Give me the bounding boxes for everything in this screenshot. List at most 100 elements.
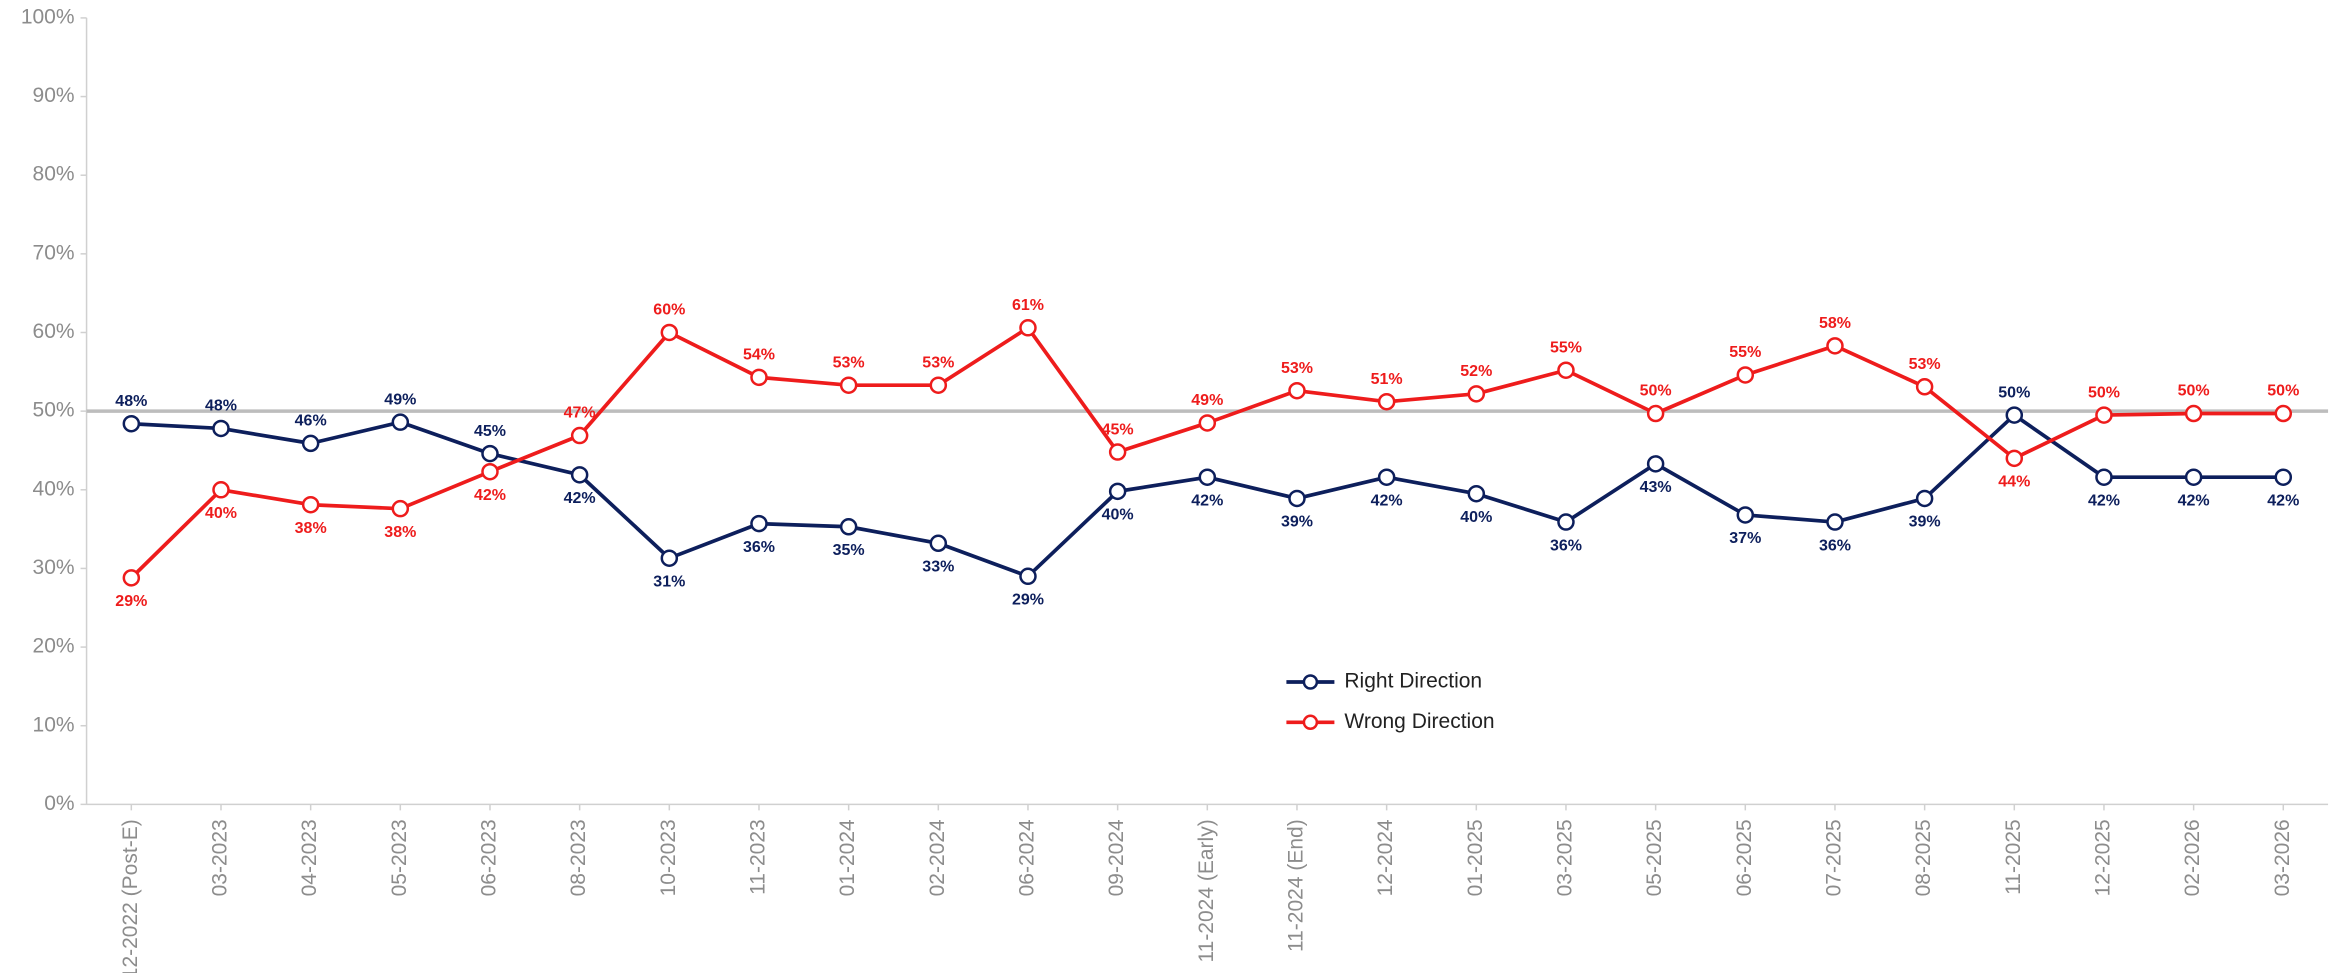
data-label: 46% bbox=[295, 413, 327, 430]
point bbox=[1557, 361, 1575, 379]
y-tick-label: 50% bbox=[33, 399, 75, 422]
data-label: 50% bbox=[2088, 384, 2120, 401]
data-label: 53% bbox=[1281, 360, 1313, 377]
y-tick-label: 40% bbox=[33, 477, 75, 500]
x-tick-label: 08-2023 bbox=[567, 819, 590, 896]
point bbox=[122, 414, 141, 433]
point bbox=[929, 534, 948, 553]
data-label: 37% bbox=[1729, 530, 1761, 547]
x-tick-label: 11-2023 bbox=[747, 819, 770, 895]
x-tick-label: 04-2023 bbox=[298, 819, 321, 896]
x-tick-label: 01-2024 bbox=[836, 819, 859, 896]
point bbox=[481, 462, 499, 481]
point bbox=[929, 376, 948, 394]
data-label: 40% bbox=[205, 505, 237, 522]
x-tick-label: 05-2023 bbox=[388, 819, 411, 896]
point bbox=[1736, 506, 1755, 524]
data-label: 53% bbox=[1909, 356, 1941, 373]
point bbox=[1377, 468, 1396, 486]
point bbox=[301, 434, 320, 453]
x-tick-label: 08-2025 bbox=[1912, 819, 1935, 896]
point bbox=[2274, 404, 2293, 423]
point bbox=[660, 323, 679, 342]
data-label: 51% bbox=[1371, 371, 1403, 388]
data-label: 50% bbox=[2267, 383, 2299, 400]
point bbox=[1826, 513, 1844, 531]
data-label: 39% bbox=[1281, 514, 1313, 531]
point bbox=[2274, 468, 2293, 486]
point bbox=[750, 514, 768, 533]
point bbox=[481, 444, 499, 463]
data-label: 53% bbox=[833, 354, 865, 371]
data-label: 29% bbox=[115, 593, 147, 610]
data-label: 45% bbox=[474, 423, 506, 440]
point bbox=[1557, 513, 1575, 531]
x-tick-label: 02-2024 bbox=[926, 819, 949, 896]
data-label: 42% bbox=[564, 490, 596, 507]
data-label: 47% bbox=[564, 405, 596, 422]
data-label: 49% bbox=[384, 391, 416, 408]
point bbox=[839, 518, 858, 536]
point bbox=[2005, 449, 2024, 468]
data-label: 50% bbox=[1998, 384, 2030, 401]
data-label: 42% bbox=[1371, 492, 1403, 509]
data-label: 38% bbox=[295, 520, 327, 537]
series-line bbox=[130, 325, 2284, 580]
point bbox=[1467, 385, 1486, 403]
x-tick-label: 05-2025 bbox=[1643, 819, 1666, 896]
data-label: 61% bbox=[1012, 297, 1044, 314]
data-label: 36% bbox=[1819, 537, 1851, 554]
y-tick-label: 80% bbox=[33, 163, 75, 186]
data-label: 53% bbox=[922, 354, 954, 371]
data-label: 45% bbox=[1102, 421, 1134, 438]
point bbox=[660, 549, 679, 567]
point bbox=[1288, 381, 1306, 400]
data-label: 50% bbox=[2178, 383, 2210, 400]
point bbox=[301, 495, 320, 514]
point bbox=[1915, 378, 1934, 396]
point bbox=[1108, 482, 1127, 501]
point bbox=[570, 466, 589, 484]
x-tick-label: 11-2024 (Early) bbox=[1195, 819, 1218, 962]
data-label: 36% bbox=[743, 539, 775, 556]
point bbox=[2005, 406, 2024, 424]
x-tick-label: 12-2024 bbox=[1374, 819, 1397, 896]
data-label: 42% bbox=[2178, 492, 2210, 509]
point bbox=[1108, 443, 1127, 461]
data-label: 38% bbox=[384, 524, 416, 541]
legend-label: Wrong Direction bbox=[1344, 710, 1494, 733]
data-label: 49% bbox=[1191, 392, 1223, 409]
point bbox=[1915, 489, 1934, 508]
x-tick-label: 01-2025 bbox=[1464, 819, 1487, 896]
point bbox=[2184, 468, 2203, 486]
x-tick-label: 03-2025 bbox=[1554, 819, 1577, 896]
x-tick-label: 12-2025 bbox=[2092, 819, 2115, 896]
data-label: 42% bbox=[474, 487, 506, 504]
point bbox=[1467, 484, 1486, 503]
data-label: 55% bbox=[1550, 339, 1582, 356]
point bbox=[1288, 489, 1306, 508]
y-tick-label: 60% bbox=[33, 320, 75, 343]
point bbox=[391, 413, 410, 431]
point bbox=[212, 419, 230, 438]
point bbox=[839, 376, 858, 394]
data-label: 50% bbox=[1640, 383, 1672, 400]
data-label: 31% bbox=[653, 573, 685, 590]
y-tick-label: 100% bbox=[21, 5, 75, 28]
x-tick-label: 03-2026 bbox=[2271, 819, 2294, 896]
data-label: 35% bbox=[833, 542, 865, 559]
x-tick-label: 11-2025 bbox=[2002, 819, 2025, 895]
point bbox=[1019, 319, 1037, 337]
point bbox=[212, 481, 230, 499]
y-tick-label: 70% bbox=[33, 241, 75, 264]
data-label: 43% bbox=[1640, 479, 1672, 496]
data-label: 60% bbox=[653, 302, 685, 319]
x-tick-label: 12-2022 (Post-E) bbox=[119, 819, 142, 973]
point bbox=[122, 569, 141, 587]
legend-marker bbox=[1302, 714, 1319, 731]
point bbox=[391, 499, 410, 518]
data-label: 52% bbox=[1460, 363, 1492, 380]
point bbox=[1377, 392, 1396, 411]
point bbox=[2095, 468, 2113, 486]
data-label: 55% bbox=[1729, 344, 1761, 361]
